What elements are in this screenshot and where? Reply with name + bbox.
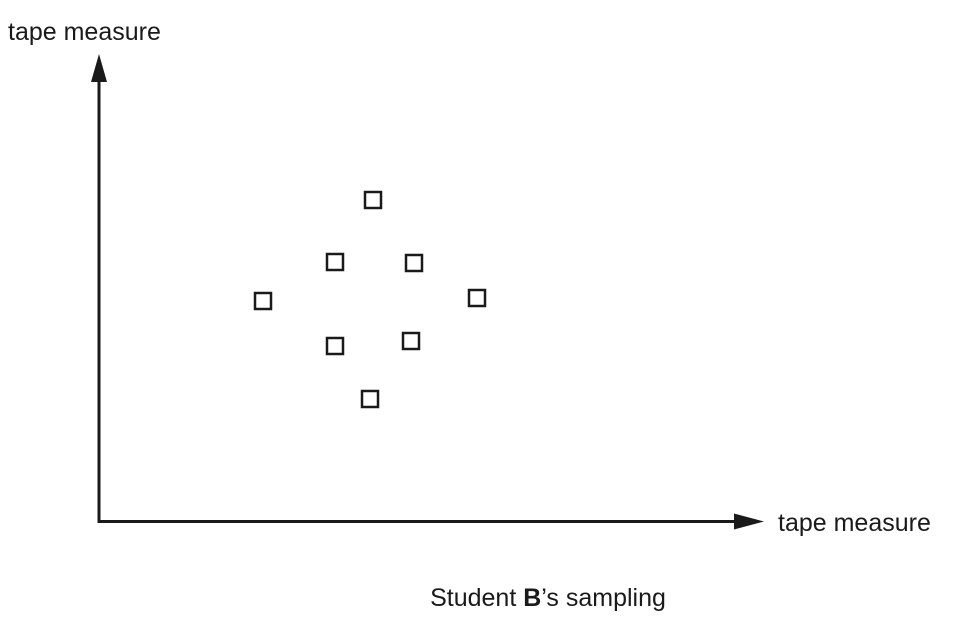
caption-prefix: Student (430, 584, 524, 612)
y-axis-arrowhead (91, 54, 107, 82)
quadrat-5 (467, 288, 487, 308)
quadrat-1 (363, 190, 383, 210)
quadrats (253, 190, 487, 409)
y-axis-label: tape measure (8, 18, 161, 46)
x-axis-label: tape measure (778, 509, 931, 537)
caption-student-letter: B (523, 584, 542, 612)
quadrat-4 (253, 291, 273, 311)
quadrat-3 (404, 253, 424, 273)
quadrat-7 (401, 331, 421, 351)
caption-suffix: ’s sampling (541, 584, 666, 612)
quadrat-6 (325, 336, 345, 356)
quadrat-8 (360, 389, 380, 409)
diagram-caption: Student B’s sampling (0, 586, 961, 611)
quadrat-2 (325, 252, 345, 272)
x-axis-arrowhead (734, 513, 764, 530)
